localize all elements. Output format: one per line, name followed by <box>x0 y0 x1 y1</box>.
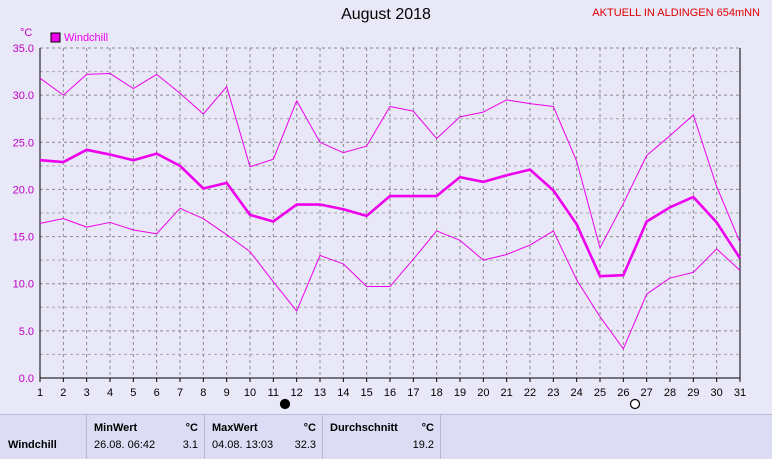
max-unit: °C <box>303 422 316 434</box>
min-unit: °C <box>185 422 198 434</box>
legend-swatch <box>50 32 61 43</box>
series-min-line <box>39 207 741 350</box>
y-tick-label: 0.0 <box>19 373 34 385</box>
chart-axes: 0.05.010.015.020.025.030.035.01 2 3 4 5 6 7 8 9 1… <box>13 27 747 399</box>
x-tick-label: 24 <box>571 387 583 399</box>
min-value: 3.1 <box>182 439 198 451</box>
stats-panel: Windchill MinWert °C 26.08. 06:42 3.1 Ma… <box>0 414 772 459</box>
stats-row-label: Windchill <box>8 439 57 451</box>
stats-avg-cell: Durchschnitt °C 19.2 <box>323 415 441 459</box>
x-tick-label: 13 <box>314 387 326 399</box>
max-header: MaxWert <box>212 422 258 434</box>
x-tick-label: 14 <box>337 387 349 399</box>
x-tick-label: 5 <box>130 387 136 399</box>
x-tick-label: 28 <box>664 387 676 399</box>
stats-max-cell: MaxWert °C 04.08. 13:03 32.3 <box>205 415 323 459</box>
x-tick-label: 19 <box>454 387 466 399</box>
x-tick-label: 3 <box>84 387 90 399</box>
temperature-chart: 0.05.010.015.020.025.030.035.01 2 3 4 5 6 7 8 9 1… <box>13 27 747 410</box>
x-tick-label: 12 <box>291 387 303 399</box>
full-moon-icon <box>629 398 641 410</box>
y-unit-label: °C <box>20 27 32 39</box>
x-tick-label: 22 <box>524 387 536 399</box>
avg-value: 19.2 <box>412 439 434 451</box>
min-header: MinWert <box>94 422 138 434</box>
x-tick-label: 1 <box>37 387 43 399</box>
x-tick-label: 30 <box>711 387 723 399</box>
max-value: 32.3 <box>294 439 316 451</box>
new-moon-icon <box>279 398 291 410</box>
y-tick-label: 20.0 <box>13 184 34 196</box>
location-label: AKTUELL IN ALDINGEN 654mNN <box>592 7 760 19</box>
x-tick-label: 9 <box>224 387 230 399</box>
x-tick-label: 26 <box>617 387 629 399</box>
x-tick-label: 6 <box>154 387 160 399</box>
x-tick-label: 4 <box>107 387 113 399</box>
x-tick-label: 31 <box>734 387 746 399</box>
y-tick-label: 30.0 <box>13 90 34 102</box>
x-tick-label: 25 <box>594 387 606 399</box>
stats-label-cell: Windchill <box>0 415 87 459</box>
x-tick-label: 17 <box>407 387 419 399</box>
x-tick-label: 27 <box>641 387 653 399</box>
avg-unit: °C <box>421 422 434 434</box>
y-tick-label: 35.0 <box>13 43 34 55</box>
x-tick-label: 7 <box>177 387 183 399</box>
x-tick-label: 21 <box>501 387 513 399</box>
x-tick-label: 8 <box>200 387 206 399</box>
series-avg-line <box>39 148 742 278</box>
y-tick-label: 25.0 <box>13 137 34 149</box>
y-tick-label: 15.0 <box>13 232 34 244</box>
x-tick-label: 11 <box>268 387 279 399</box>
x-tick-label: 20 <box>477 387 489 399</box>
x-tick-label: 15 <box>361 387 373 399</box>
x-tick-label: 2 <box>60 387 66 399</box>
chart-title: August 2018 <box>341 6 431 23</box>
chart-grid <box>40 47 741 378</box>
x-tick-label: 10 <box>244 387 256 399</box>
x-tick-label: 23 <box>547 387 559 399</box>
x-tick-label: 29 <box>687 387 699 399</box>
y-tick-label: 10.0 <box>13 279 34 291</box>
chart-series <box>39 72 742 350</box>
min-datetime: 26.08. 06:42 <box>94 439 156 451</box>
avg-header: Durchschnitt <box>330 422 398 434</box>
chart-legend: Windchill <box>50 32 108 44</box>
max-datetime: 04.08. 13:03 <box>212 439 274 451</box>
x-tick-label: 16 <box>384 387 396 399</box>
legend-label: Windchill <box>64 32 108 44</box>
y-tick-label: 5.0 <box>19 326 34 338</box>
stats-min-cell: MinWert °C 26.08. 06:42 3.1 <box>87 415 205 459</box>
x-tick-label: 18 <box>431 387 443 399</box>
series-max-line <box>39 72 741 249</box>
moon-markers <box>279 398 641 410</box>
